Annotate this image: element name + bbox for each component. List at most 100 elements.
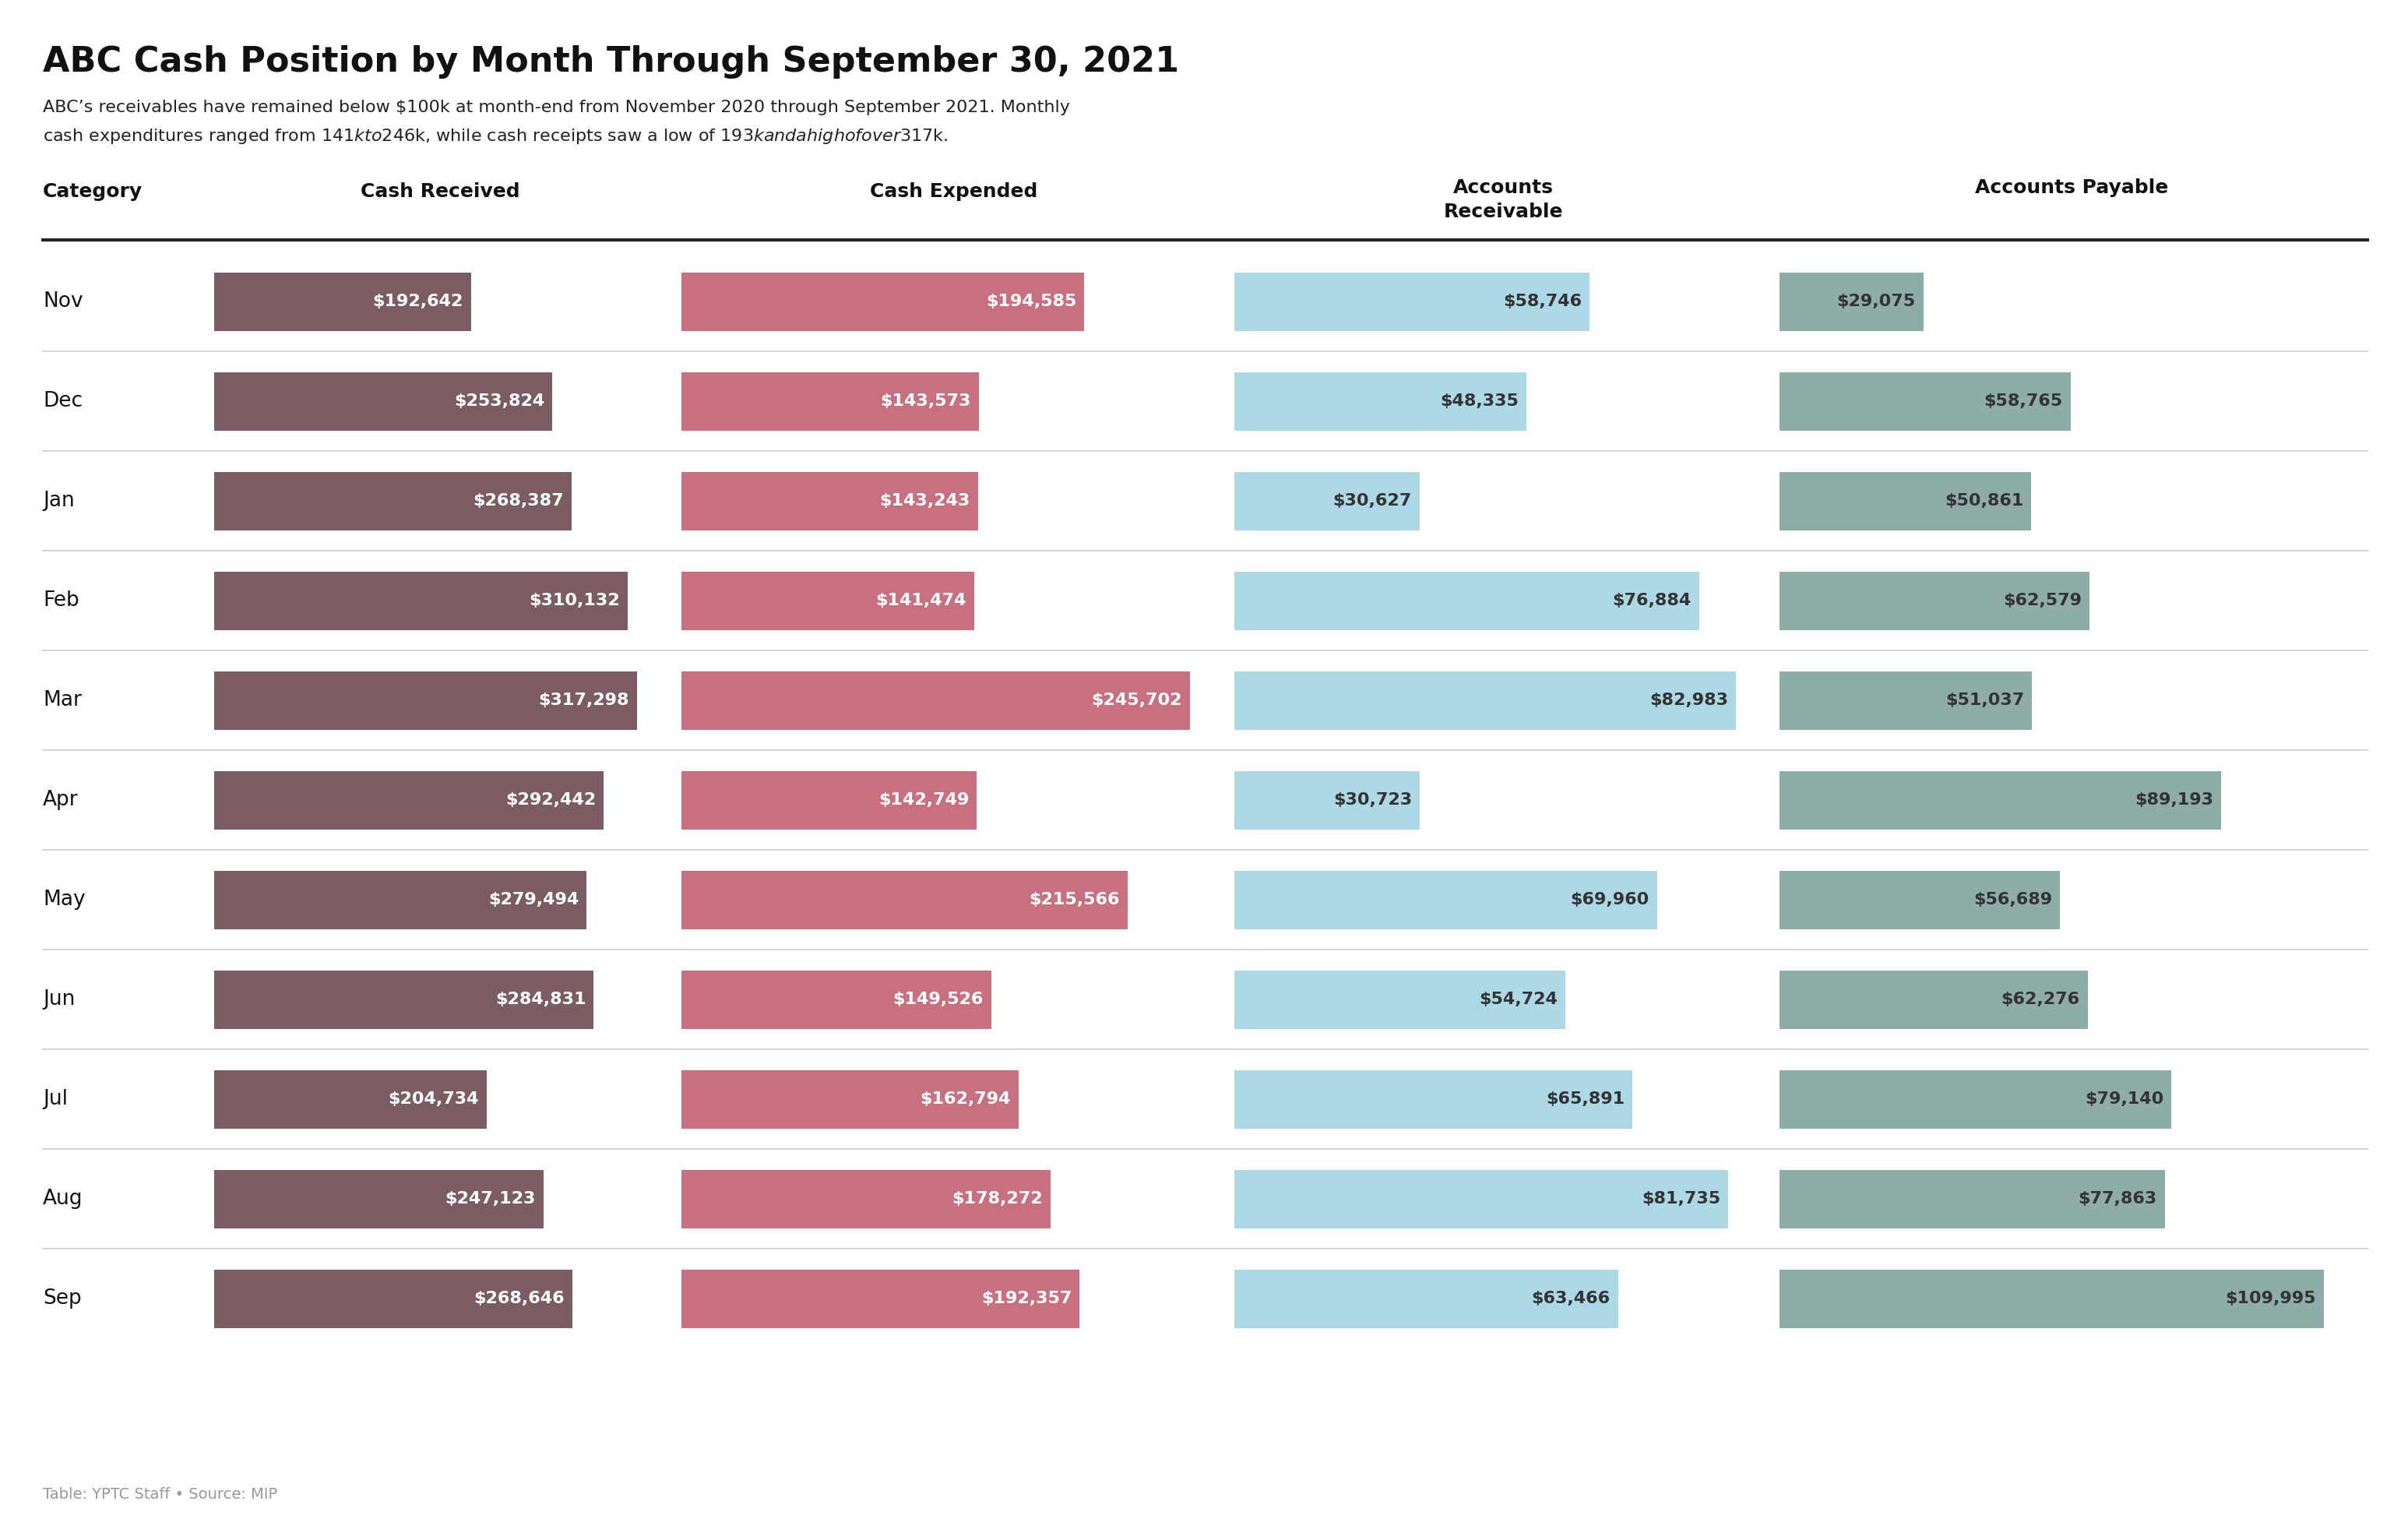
FancyBboxPatch shape (214, 472, 571, 530)
Text: $310,132: $310,132 (530, 593, 619, 609)
FancyBboxPatch shape (1780, 1269, 2324, 1328)
FancyBboxPatch shape (214, 1269, 573, 1328)
FancyBboxPatch shape (681, 771, 978, 829)
Text: $109,995: $109,995 (2225, 1291, 2316, 1306)
Text: Nov: Nov (43, 291, 82, 311)
FancyBboxPatch shape (1235, 871, 1657, 929)
FancyBboxPatch shape (214, 373, 551, 431)
Text: $62,276: $62,276 (2001, 992, 2081, 1007)
Text: $30,627: $30,627 (1334, 494, 1411, 509)
FancyBboxPatch shape (1235, 1269, 1618, 1328)
FancyBboxPatch shape (1235, 273, 1589, 331)
Text: cash expenditures ranged from $141k to $246k, while cash receipts saw a low of $: cash expenditures ranged from $141k to $… (43, 127, 949, 146)
FancyBboxPatch shape (1780, 970, 2088, 1029)
Text: $81,735: $81,735 (1642, 1191, 1722, 1206)
Text: $149,526: $149,526 (893, 992, 982, 1007)
Text: Category: Category (43, 182, 142, 201)
Text: $194,585: $194,585 (985, 294, 1076, 310)
Text: $142,749: $142,749 (879, 793, 968, 808)
Text: Sep: Sep (43, 1288, 82, 1309)
Text: $247,123: $247,123 (445, 1191, 535, 1206)
FancyBboxPatch shape (1235, 1170, 1729, 1228)
Text: $141,474: $141,474 (877, 593, 966, 609)
FancyBboxPatch shape (681, 871, 1127, 929)
Text: Apr: Apr (43, 789, 79, 809)
Text: $79,140: $79,140 (2085, 1091, 2162, 1107)
FancyBboxPatch shape (214, 871, 588, 929)
FancyBboxPatch shape (1780, 273, 1924, 331)
Text: Receivable: Receivable (1442, 202, 1563, 221)
FancyBboxPatch shape (681, 671, 1190, 730)
Text: Cash Expended: Cash Expended (869, 182, 1038, 201)
FancyBboxPatch shape (214, 1170, 544, 1228)
FancyBboxPatch shape (214, 970, 595, 1029)
FancyBboxPatch shape (214, 1070, 486, 1128)
FancyBboxPatch shape (1780, 871, 2061, 929)
Text: $204,734: $204,734 (388, 1091, 479, 1107)
Text: $279,494: $279,494 (489, 892, 578, 908)
FancyBboxPatch shape (1235, 771, 1421, 829)
Text: $317,298: $317,298 (539, 693, 628, 708)
Text: $192,642: $192,642 (373, 294, 462, 310)
FancyBboxPatch shape (681, 970, 992, 1029)
Text: $62,579: $62,579 (2003, 593, 2081, 609)
FancyBboxPatch shape (1780, 1170, 2165, 1228)
FancyBboxPatch shape (681, 572, 975, 630)
Text: Feb: Feb (43, 590, 79, 610)
FancyBboxPatch shape (1235, 1070, 1633, 1128)
Text: Cash Received: Cash Received (361, 182, 520, 201)
Text: Aug: Aug (43, 1188, 82, 1210)
Text: $245,702: $245,702 (1091, 693, 1182, 708)
FancyBboxPatch shape (1235, 671, 1736, 730)
Text: $178,272: $178,272 (951, 1191, 1043, 1206)
FancyBboxPatch shape (1235, 472, 1418, 530)
Text: $63,466: $63,466 (1531, 1291, 1611, 1306)
Text: $89,193: $89,193 (2133, 793, 2213, 808)
FancyBboxPatch shape (1780, 1070, 2172, 1128)
Text: $50,861: $50,861 (1946, 494, 2023, 509)
Text: Jan: Jan (43, 491, 75, 510)
Text: $58,765: $58,765 (1984, 394, 2064, 409)
FancyBboxPatch shape (214, 771, 604, 829)
Text: $54,724: $54,724 (1479, 992, 1558, 1007)
Text: Accounts: Accounts (1452, 178, 1553, 198)
Text: Dec: Dec (43, 391, 82, 411)
Text: $143,243: $143,243 (879, 494, 970, 509)
Text: $51,037: $51,037 (1946, 693, 2025, 708)
FancyBboxPatch shape (1235, 572, 1700, 630)
Text: $253,824: $253,824 (455, 394, 544, 409)
Text: $29,075: $29,075 (1837, 294, 1917, 310)
Text: Jul: Jul (43, 1088, 67, 1110)
Text: $82,983: $82,983 (1649, 693, 1729, 708)
Text: $30,723: $30,723 (1334, 793, 1411, 808)
Text: $56,689: $56,689 (1975, 892, 2052, 908)
FancyBboxPatch shape (214, 572, 628, 630)
FancyBboxPatch shape (1235, 970, 1565, 1029)
Text: ABC’s receivables have remained below $100k at month-end from November 2020 thro: ABC’s receivables have remained below $1… (43, 100, 1069, 115)
FancyBboxPatch shape (1780, 771, 2220, 829)
FancyBboxPatch shape (1780, 472, 2032, 530)
FancyBboxPatch shape (681, 472, 978, 530)
FancyBboxPatch shape (214, 273, 472, 331)
FancyBboxPatch shape (1780, 373, 2071, 431)
Text: ABC Cash Position by Month Through September 30, 2021: ABC Cash Position by Month Through Septe… (43, 44, 1180, 78)
Text: $76,884: $76,884 (1613, 593, 1690, 609)
Text: $69,960: $69,960 (1570, 892, 1649, 908)
Text: Jun: Jun (43, 989, 75, 1010)
Text: $48,335: $48,335 (1440, 394, 1519, 409)
Text: $143,573: $143,573 (881, 394, 970, 409)
FancyBboxPatch shape (1780, 572, 2090, 630)
Text: $268,646: $268,646 (474, 1291, 563, 1306)
Text: $284,831: $284,831 (496, 992, 585, 1007)
Text: $292,442: $292,442 (506, 793, 597, 808)
FancyBboxPatch shape (1235, 373, 1527, 431)
Text: $192,357: $192,357 (982, 1291, 1072, 1306)
FancyBboxPatch shape (681, 273, 1084, 331)
Text: $215,566: $215,566 (1028, 892, 1120, 908)
Text: $268,387: $268,387 (472, 494, 563, 509)
Text: Mar: Mar (43, 690, 82, 710)
FancyBboxPatch shape (681, 373, 978, 431)
Text: Accounts Payable: Accounts Payable (1975, 178, 2167, 198)
FancyBboxPatch shape (681, 1070, 1019, 1128)
FancyBboxPatch shape (1780, 671, 2032, 730)
